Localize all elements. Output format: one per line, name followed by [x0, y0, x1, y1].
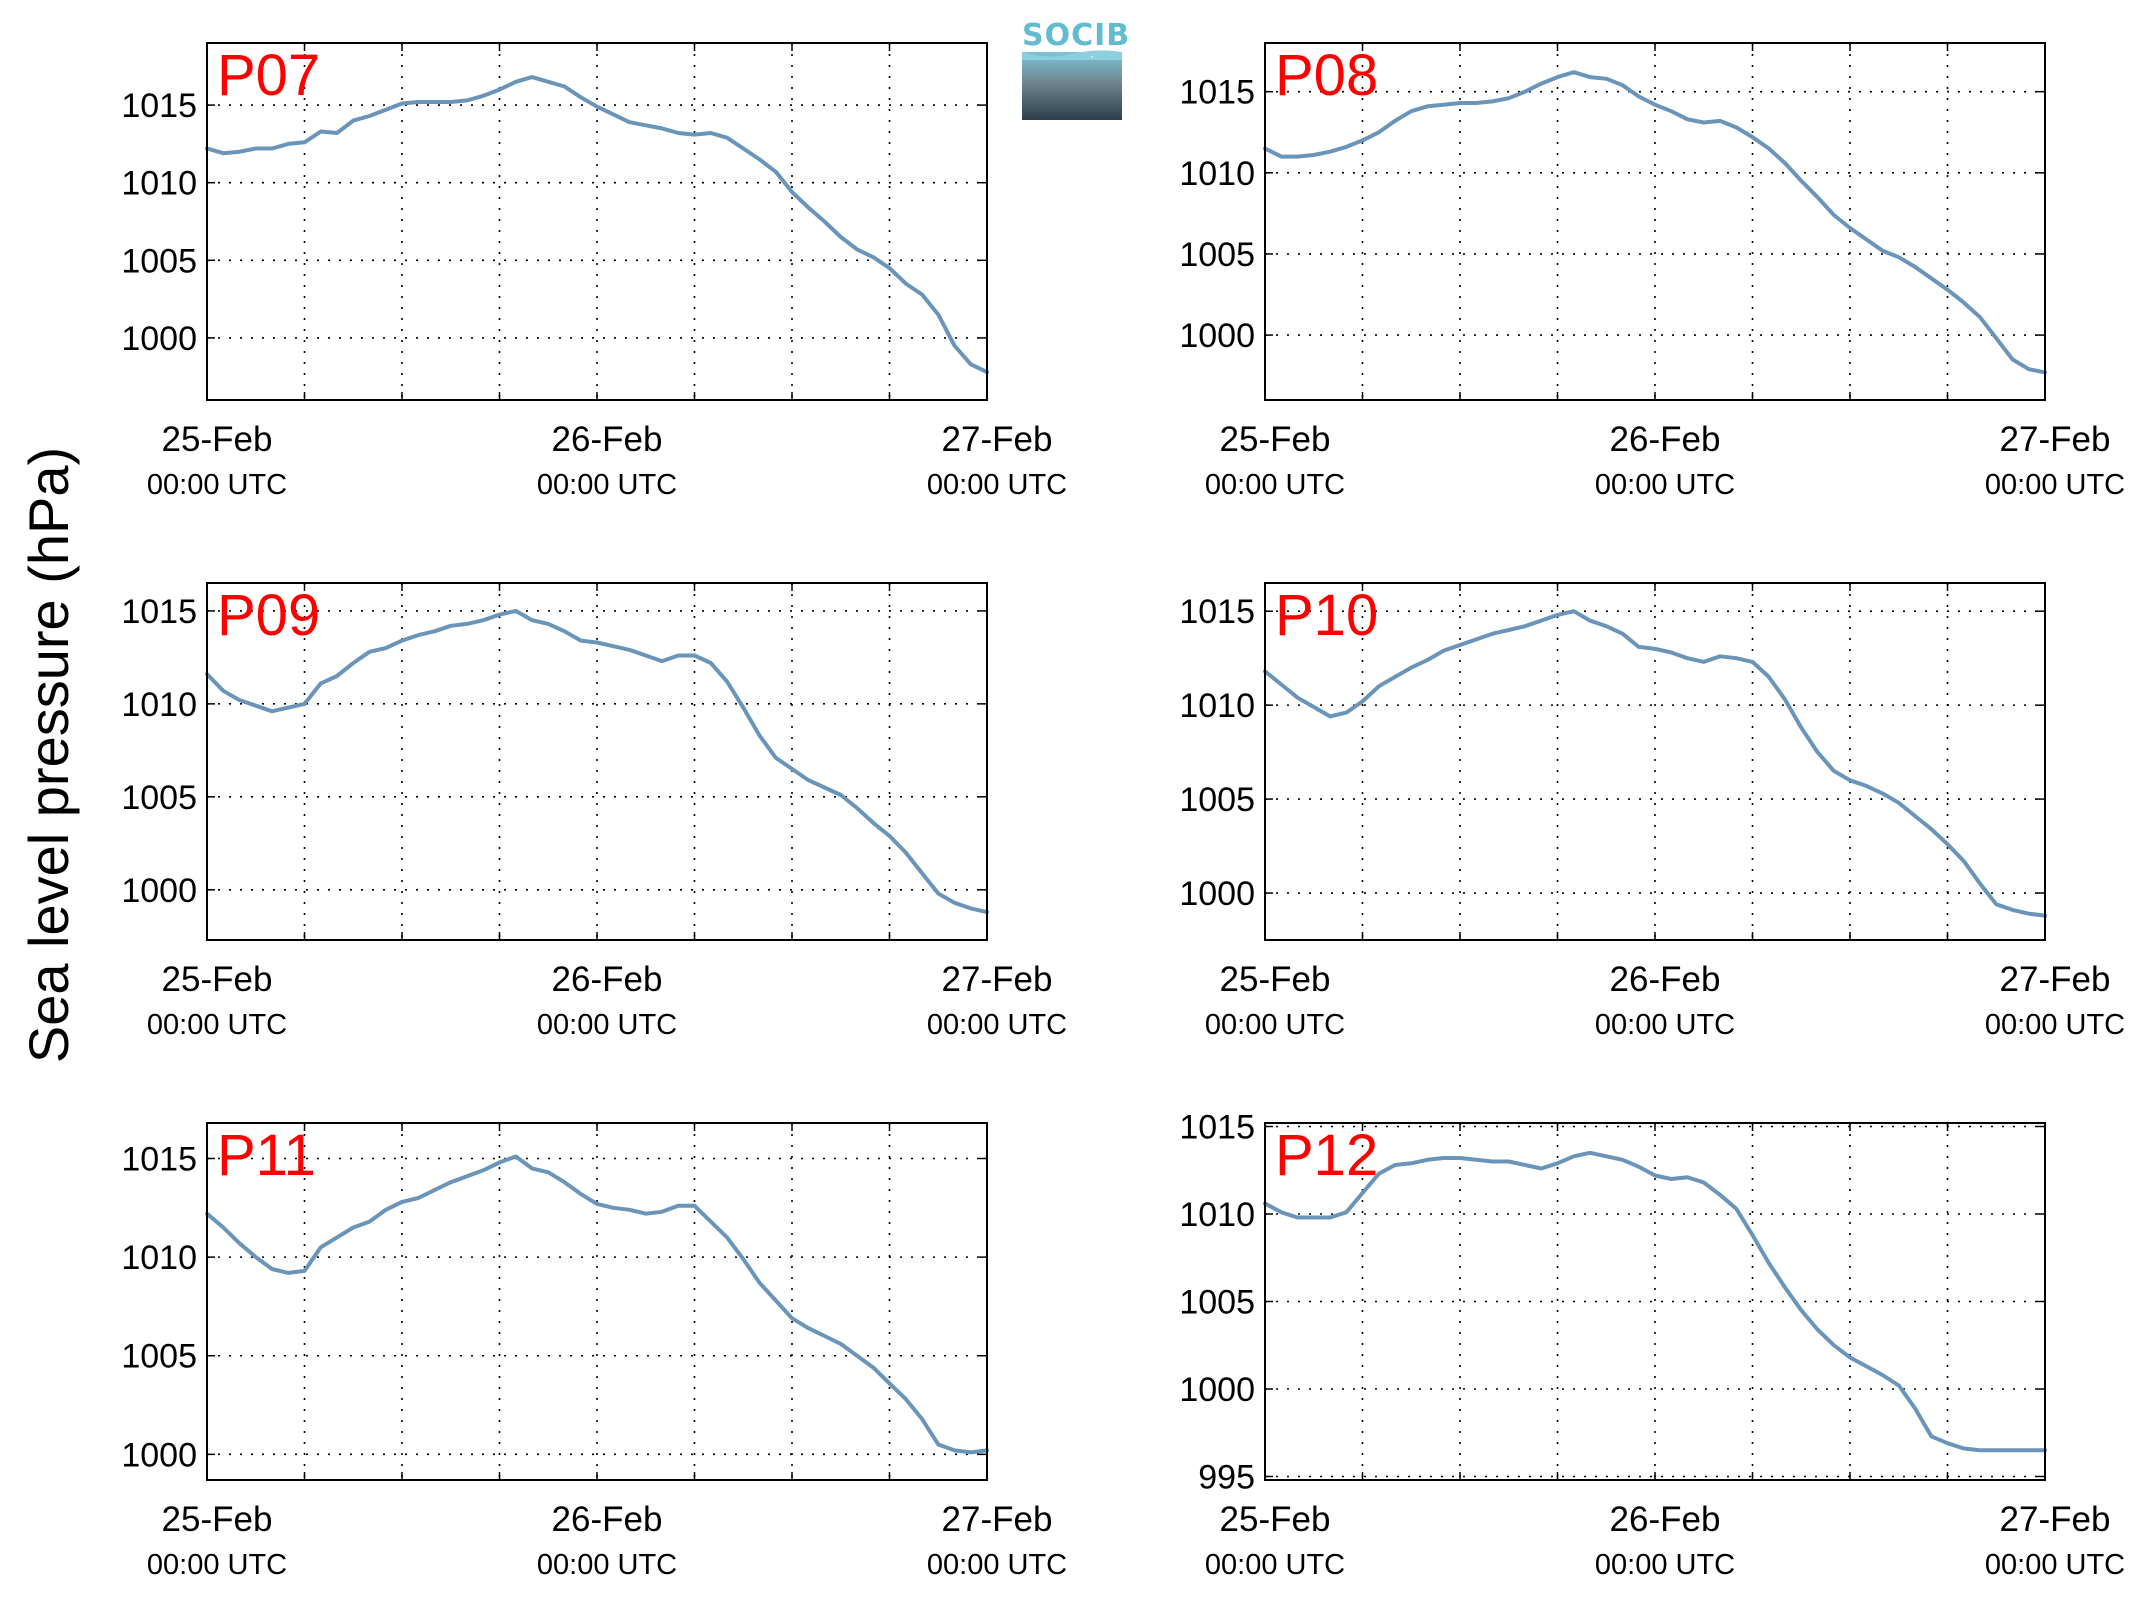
panel-1-station-label: P07 [217, 43, 320, 108]
panel-4-x-tick-label-date: 26-Feb [1610, 960, 1721, 999]
panel-5-y-tick-label: 1015 [121, 1141, 197, 1179]
panel-1-x-tick-label-date: 26-Feb [552, 420, 663, 459]
panel-2-x-tick-label-time: 00:00 UTC [1205, 469, 1345, 501]
panel-3-x-tick-label-date: 27-Feb [942, 960, 1053, 999]
panel-5-station-label: P11 [217, 1123, 316, 1188]
panel-6-y-tick-label: 1000 [1179, 1371, 1255, 1409]
panel-6-x-tick-label-date: 25-Feb [1220, 1500, 1331, 1539]
panel-2-y-tick-label: 1000 [1179, 317, 1255, 355]
panel-5-x-tick-label-time: 00:00 UTC [927, 1549, 1067, 1581]
panel-5-x-tick-label-date: 27-Feb [942, 1500, 1053, 1539]
panel-2-x-tick-label-date: 26-Feb [1610, 420, 1721, 459]
panel-2-y-tick-label: 1015 [1179, 74, 1255, 112]
panel-6-y-tick-label: 1015 [1179, 1109, 1255, 1147]
panel-2-x-tick-label-time: 00:00 UTC [1985, 469, 2125, 501]
panel-4-station-label: P10 [1275, 583, 1378, 648]
panel-2-x-tick-label-date: 25-Feb [1220, 420, 1331, 459]
panel-4-axes-frame [1264, 582, 2046, 941]
panel-3-pressure-line [205, 608, 989, 915]
panel-6-y-tick-label: 1005 [1179, 1284, 1255, 1322]
panel-4-y-tick-label: 1000 [1179, 875, 1255, 913]
panel-3-y-tick-label: 1010 [121, 686, 197, 724]
panel-3-axes-frame [206, 582, 988, 941]
panel-1-x-tick-label-date: 27-Feb [942, 420, 1053, 459]
panel-4-x-tick-label-date: 25-Feb [1220, 960, 1331, 999]
panel-2-pressure-line [1263, 70, 2047, 375]
panel-5-y-tick-label: 1000 [121, 1436, 197, 1474]
panel-2-x-tick-label-date: 27-Feb [2000, 420, 2111, 459]
panel-3-y-tick-label: 1015 [121, 593, 197, 631]
panel-6-pressure-line [1263, 1150, 2047, 1453]
panel-1-y-tick-label: 1015 [121, 87, 197, 125]
panel-5-axes-frame [206, 1122, 988, 1481]
socib-logo: SOCIB [1022, 18, 1131, 120]
panel-4-x-tick-label-time: 00:00 UTC [1595, 1009, 1735, 1041]
socib-logo-wave [1022, 50, 1122, 60]
panel-1-x-tick-label-time: 00:00 UTC [537, 469, 677, 501]
panel-1-y-tick-label: 1010 [121, 165, 197, 203]
panel-5-x-tick-label-date: 26-Feb [552, 1500, 663, 1539]
panel-2-x-tick-label-time: 00:00 UTC [1595, 469, 1735, 501]
panel-2-axes-frame [1264, 42, 2046, 401]
panel-3-x-tick-label-time: 00:00 UTC [537, 1009, 677, 1041]
panel-3-station-label: P09 [217, 583, 320, 648]
panel-3-y-tick-label: 1005 [121, 779, 197, 817]
panel-2-y-tick-label: 1010 [1179, 155, 1255, 193]
panel-6-y-tick-label: 1010 [1179, 1196, 1255, 1234]
panel-4-x-tick-label-date: 27-Feb [2000, 960, 2111, 999]
panel-1-x-tick-label-time: 00:00 UTC [147, 469, 287, 501]
panel-5-x-tick-label-date: 25-Feb [162, 1500, 273, 1539]
panel-1-y-tick-label: 1000 [121, 320, 197, 358]
panel-6-y-tick-label: 995 [1198, 1459, 1255, 1497]
panel-3-x-tick-label-date: 26-Feb [552, 960, 663, 999]
panel-1-pressure-line [205, 75, 989, 375]
panel-3-y-tick-label: 1000 [121, 872, 197, 910]
panel-1-axes-frame [206, 42, 988, 401]
panel-6-x-tick-label-time: 00:00 UTC [1595, 1549, 1735, 1581]
panel-3-x-tick-label-date: 25-Feb [162, 960, 273, 999]
panel-3-x-tick-label-time: 00:00 UTC [927, 1009, 1067, 1041]
panel-5-pressure-line [205, 1154, 989, 1455]
panel-6-x-tick-label-date: 26-Feb [1610, 1500, 1721, 1539]
panel-6-x-tick-label-time: 00:00 UTC [1205, 1549, 1345, 1581]
panel-1-x-tick-label-time: 00:00 UTC [927, 469, 1067, 501]
panel-6-station-label: P12 [1275, 1123, 1378, 1188]
panel-6-x-tick-label-time: 00:00 UTC [1985, 1549, 2125, 1581]
panel-6-x-tick-label-date: 27-Feb [2000, 1500, 2111, 1539]
socib-logo-text: SOCIB [1022, 18, 1131, 53]
panel-2-y-tick-label: 1005 [1179, 236, 1255, 274]
panel-4-y-tick-label: 1015 [1179, 593, 1255, 631]
panel-5-x-tick-label-time: 00:00 UTC [537, 1549, 677, 1581]
panel-3-x-tick-label-time: 00:00 UTC [147, 1009, 287, 1041]
panel-4-pressure-line [1263, 609, 2047, 918]
panel-4-x-tick-label-time: 00:00 UTC [1985, 1009, 2125, 1041]
socib-logo-image [1022, 52, 1122, 120]
panel-2-station-label: P08 [1275, 43, 1378, 108]
panel-1-y-tick-label: 1005 [121, 242, 197, 280]
panel-5-y-tick-label: 1005 [121, 1338, 197, 1376]
panel-5-y-tick-label: 1010 [121, 1239, 197, 1277]
panel-4-y-tick-label: 1005 [1179, 781, 1255, 819]
panel-4-x-tick-label-time: 00:00 UTC [1205, 1009, 1345, 1041]
panel-5-x-tick-label-time: 00:00 UTC [147, 1549, 287, 1581]
panel-1-x-tick-label-date: 25-Feb [162, 420, 273, 459]
panel-6-axes-frame [1264, 1122, 2046, 1481]
panel-4-y-tick-label: 1010 [1179, 687, 1255, 725]
